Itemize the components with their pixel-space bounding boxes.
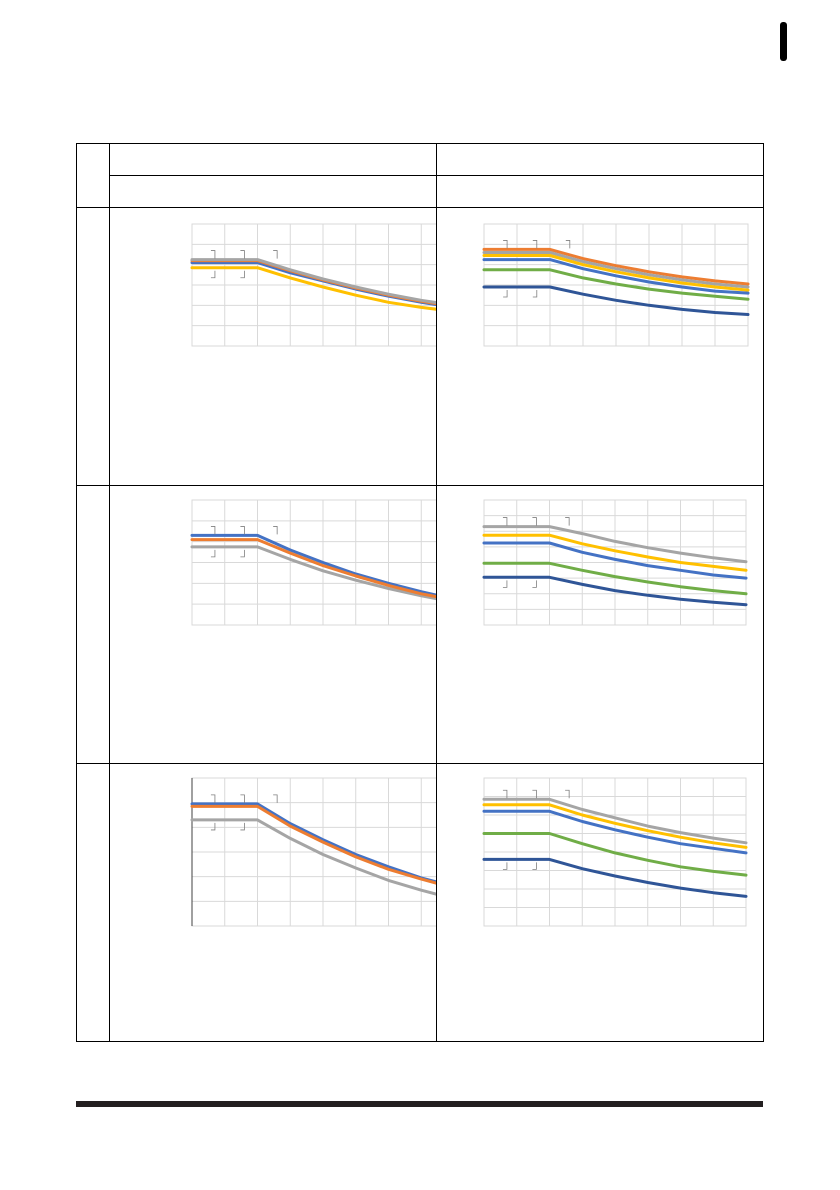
callout-leader [502,517,508,526]
header-cell-right [436,143,764,176]
callout-leader [210,526,216,535]
series-line-orange [190,538,436,599]
series-line-green [482,268,750,301]
series-line-orange [190,804,436,885]
row-label-cell [76,485,110,764]
callout-leader [565,789,570,799]
series-line-blue [190,802,436,884]
callout-leader [532,580,537,588]
series-line-gray [190,545,436,601]
callout-leader [502,862,508,870]
callout-leader [532,240,538,249]
callout-leader [503,290,508,298]
callout-leader [210,250,216,259]
series-line-blue [482,809,748,855]
chart-cell [109,207,437,486]
chart-r3-left [190,777,436,927]
chart-cell [109,485,437,764]
page-edge-marker [780,22,787,61]
subheader-cell-right [436,175,764,208]
callout-leader [240,549,245,558]
callout-leader [240,822,245,831]
chart-cell [436,207,764,486]
series-line-gray [482,251,750,289]
chart-r3-right [482,777,748,927]
chart-r1-right [482,223,750,347]
series-line-yellow [482,533,748,572]
callout-leader [565,517,570,526]
chart-r2-left [190,499,436,626]
series-line-gray [190,818,436,896]
series-line-orange [482,247,750,286]
footer-rule [76,1101,763,1107]
subheader-cell-left [109,175,437,208]
series-line-blue [190,533,436,597]
series-line-blue [482,541,748,580]
header-cell-left [109,143,437,176]
callout-leader [532,290,538,298]
series-line-gray [190,258,436,305]
callout-leader [502,580,508,588]
series-line-green [482,561,748,596]
chart-r2-right [482,499,748,626]
series-line-green [482,832,748,877]
callout-leader [240,794,245,803]
callout-leader [210,794,216,803]
callout-leader [273,526,278,535]
chart-r1-left [190,223,436,347]
callout-leader [503,240,508,249]
callout-leader [565,240,571,249]
row-label-cell [76,763,110,1042]
series-line-blue [482,258,750,295]
series-line-yellow [482,803,748,849]
series-line-darkblue [482,285,750,316]
callout-leader [273,250,278,259]
series-line-darkblue [482,575,748,607]
callout-leader [532,789,537,799]
corner-cell [76,143,110,208]
callout-leader [240,526,245,535]
callout-leader [532,517,537,526]
series-line-gray [482,797,748,845]
callout-leader [240,250,245,259]
callout-leader [210,270,216,279]
chart-cell [109,763,437,1042]
chart-table [76,143,764,1042]
chart-cell [436,485,764,764]
callout-leader [273,794,278,803]
series-line-yellow [190,266,436,311]
callout-leader [502,789,508,799]
series-line-gray [482,525,748,564]
series-line-yellow [482,254,750,292]
callout-leader [532,862,537,870]
callout-leader [240,270,245,279]
chart-cell [436,763,764,1042]
callout-leader [210,822,216,831]
callout-leader [210,549,216,558]
row-label-cell [76,207,110,486]
series-line-darkblue [482,857,748,898]
